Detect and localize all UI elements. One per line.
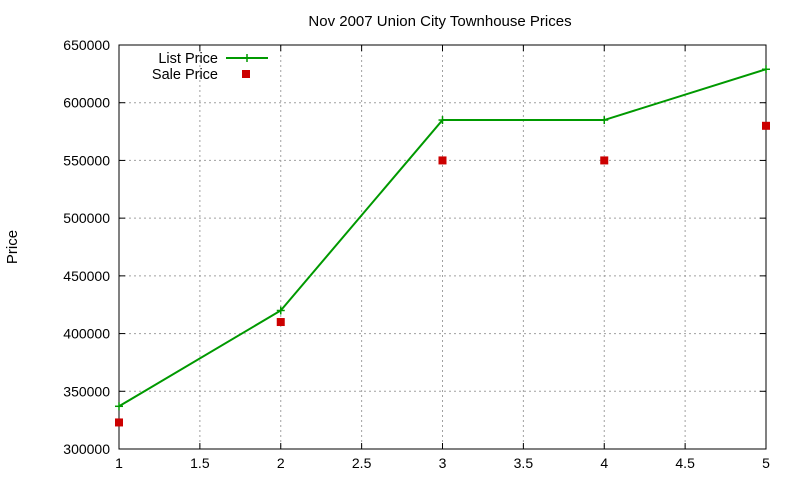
- sale-price-point: [276, 318, 285, 327]
- legend-square-marker: [242, 70, 250, 78]
- list-price-point: [600, 116, 609, 125]
- chart-title: Nov 2007 Union City Townhouse Prices: [308, 13, 571, 30]
- series-layer: [115, 65, 770, 427]
- x-tick-label: 3.5: [514, 455, 534, 471]
- x-tick-label: 2.5: [352, 455, 372, 471]
- x-tick-label: 1.5: [190, 455, 210, 471]
- x-tick-label: 4: [600, 455, 608, 471]
- list-price-point: [276, 306, 285, 315]
- y-tick-label: 350000: [63, 383, 110, 399]
- sale-price-point: [600, 156, 609, 165]
- sale-price-point: [762, 121, 770, 130]
- y-tick-label: 550000: [63, 152, 110, 168]
- y-tick-label: 650000: [63, 37, 110, 53]
- axis-ticks: 1 1.5 2 2.5 3 3.5 4 4.5 5 300000 350000 400000 45000…: [63, 37, 770, 471]
- x-tick-label: 5: [762, 455, 770, 471]
- series-1: [115, 121, 770, 427]
- list-price-point: [438, 116, 447, 125]
- sale-price-point: [438, 156, 447, 165]
- list-price-point: [762, 65, 770, 74]
- x-tick-label: 3: [439, 455, 447, 471]
- y-tick-label: 300000: [63, 441, 110, 457]
- series-0: [115, 65, 770, 411]
- legend-plus-marker: [243, 54, 251, 62]
- list-price-point: [115, 402, 123, 411]
- x-tick-label: 2: [277, 455, 285, 471]
- legend-label: List Price: [158, 51, 218, 67]
- sale-price-point: [115, 418, 123, 427]
- y-axis-label: Price: [4, 230, 21, 264]
- y-tick-label: 450000: [63, 268, 110, 284]
- y-tick-label: 400000: [63, 326, 110, 342]
- legend-label: Sale Price: [152, 67, 218, 83]
- y-tick-label: 600000: [63, 95, 110, 111]
- x-tick-label: 4.5: [675, 455, 695, 471]
- grid-lines: [119, 45, 766, 449]
- y-tick-label: 500000: [63, 210, 110, 226]
- x-tick-label: 1: [115, 455, 123, 471]
